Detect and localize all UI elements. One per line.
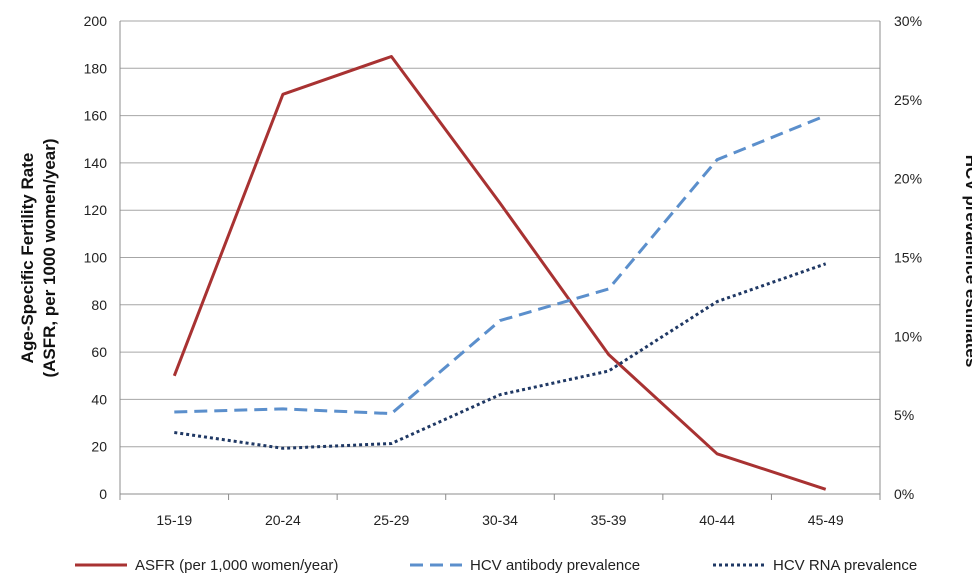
legend-label: ASFR (per 1,000 women/year) [135,557,338,573]
x-tick-label: 15-19 [156,512,192,528]
right-axis-title: HCV prevalence estimates [962,155,972,368]
left-tick-label: 120 [84,202,108,218]
x-tick-label: 20-24 [265,512,301,528]
x-tick-label: 25-29 [374,512,410,528]
left-tick-label: 60 [91,344,107,360]
right-tick-label: 30% [894,13,922,29]
x-tick-label: 45-49 [808,512,844,528]
right-tick-label: 10% [894,328,922,344]
left-axis-title-line1: Age-Specific Fertility Rate [18,153,37,364]
right-tick-label: 25% [894,92,922,108]
right-tick-label: 20% [894,171,922,187]
left-axis-tick-labels: 0 20 40 60 80 100 120 140 160 180 200 [84,13,108,502]
series-line-1 [172,55,827,491]
legend-label: HCV antibody prevalence [470,557,640,573]
right-tick-label: 0% [894,486,914,502]
series-lines [172,55,827,491]
left-tick-label: 160 [84,108,108,124]
gridlines [120,20,880,495]
left-tick-label: 140 [84,155,108,171]
x-tick-label: 30-34 [482,512,518,528]
left-tick-label: 80 [91,297,107,313]
right-axis-tick-labels: 0% 5% 10% 15% 20% 25% 30% [894,13,922,502]
x-tick-label: 40-44 [699,512,735,528]
right-tick-label: 15% [894,250,922,266]
series-line-3 [174,262,827,450]
left-tick-label: 100 [84,250,108,266]
left-axis-title-line2: (ASFR, per 1000 women/year) [40,138,59,377]
left-tick-label: 20 [91,439,107,455]
right-tick-label: 5% [894,407,914,423]
left-tick-label: 40 [91,391,107,407]
axes [119,21,881,500]
x-axis-tick-labels: 15-19 20-24 25-29 30-34 35-39 40-44 45-49 [156,512,843,528]
series-line-2 [174,114,827,416]
left-tick-label: 180 [84,60,108,76]
x-tick-label: 35-39 [591,512,627,528]
left-tick-label: 200 [84,13,108,29]
legend: ASFR (per 1,000 women/year) HCV antibody … [75,557,917,573]
left-tick-label: 0 [99,486,107,502]
legend-label: HCV RNA prevalence [773,557,917,573]
